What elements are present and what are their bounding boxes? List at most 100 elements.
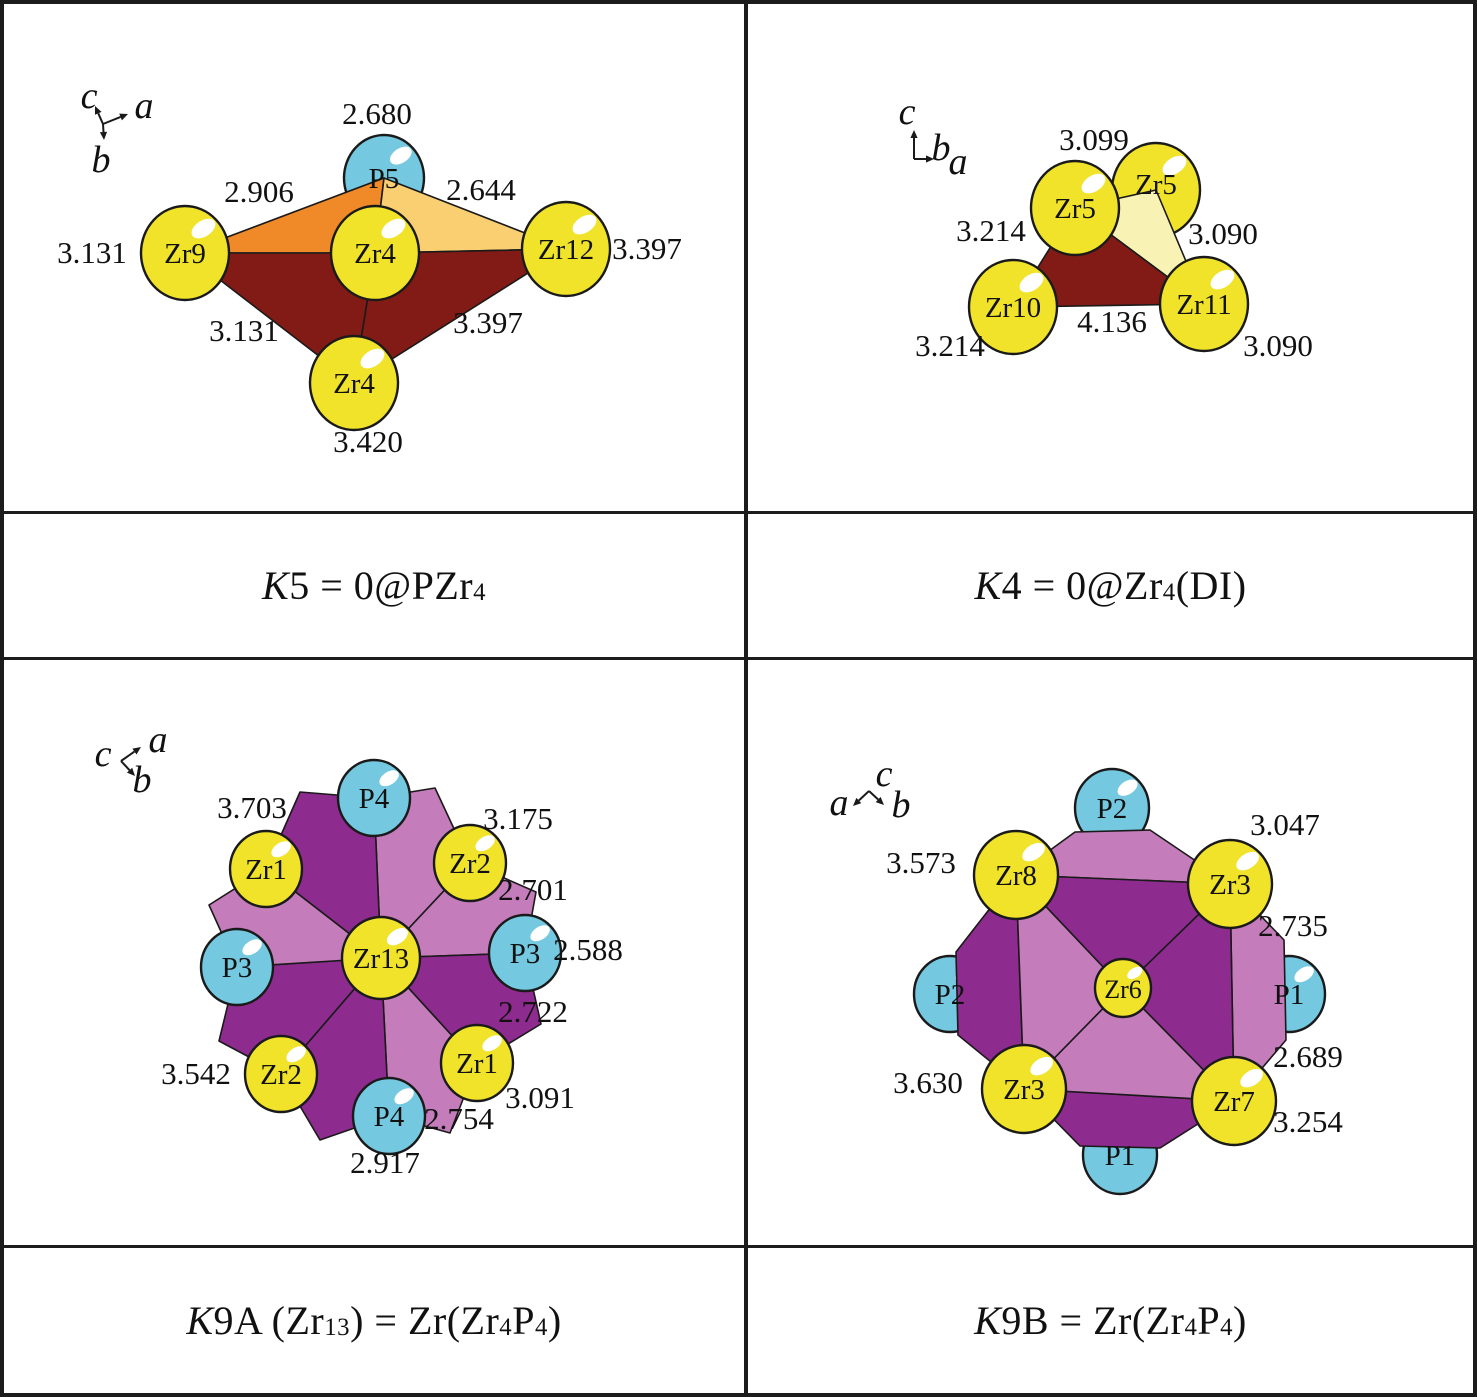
distance-label: 3.090	[1243, 328, 1313, 363]
atom-label-zr8: Zr8	[995, 860, 1037, 892]
caption-segment: 4	[534, 1314, 548, 1342]
axis-arrow	[868, 790, 879, 801]
caption-segment: 4	[499, 1314, 513, 1342]
caption-segment: 4	[1162, 579, 1176, 607]
atom-label-zr1: Zr1	[456, 1048, 498, 1080]
specular-highlight	[1162, 155, 1187, 176]
specular-highlight	[379, 770, 399, 787]
atom-label-zr4: Zr4	[333, 368, 375, 400]
atom-label-zr11: Zr11	[1176, 289, 1231, 321]
axis-label-c: c	[95, 733, 112, 775]
specular-highlight	[386, 928, 408, 946]
axis-label-a: a	[949, 141, 968, 183]
caption-segment: P	[1197, 1298, 1221, 1343]
specular-highlight	[191, 218, 216, 239]
specular-highlight	[242, 939, 262, 956]
axis-label-b: b	[892, 784, 911, 826]
axis-arrow	[102, 123, 105, 133]
specular-highlight	[286, 1046, 306, 1063]
distance-label: 3.254	[1273, 1104, 1343, 1139]
caption-segment: K	[974, 1298, 1002, 1343]
axis-label-c: c	[899, 91, 916, 133]
border-bottom	[0, 1393, 1477, 1397]
distance-label: 2.644	[446, 172, 516, 207]
caption-segment: 4	[1220, 1314, 1233, 1342]
distance-label: 2.735	[1258, 908, 1328, 943]
panel-k9a: P4 Zr2 P3 Zr1 P4 Zr2 P3 Zr1 Zr13 3.703 3.175 2.701 2…	[95, 719, 623, 1180]
caption-segment: ) = Zr(Zr	[350, 1298, 500, 1343]
specular-highlight	[394, 1088, 414, 1105]
axis-arrowhead	[875, 796, 884, 805]
distance-label: 3.703	[217, 790, 287, 825]
distance-label: 3.099	[1059, 122, 1129, 157]
caption-segment: K	[974, 563, 1002, 608]
axis-arrowhead	[910, 130, 918, 138]
atom-label-p1: P1	[1105, 1140, 1136, 1172]
specular-highlight	[1294, 966, 1314, 983]
atom-label-zr6: Zr6	[1104, 975, 1142, 1004]
axis-label-b: b	[133, 759, 152, 801]
axis-arrowhead	[94, 106, 102, 115]
distance-label: 3.397	[612, 231, 682, 266]
distance-label: 2.917	[350, 1145, 420, 1180]
specular-highlight	[1127, 966, 1143, 980]
atom-label-zr1: Zr1	[245, 854, 287, 886]
atom-label-p2: P2	[935, 979, 966, 1011]
caption-segment: 4	[1184, 1314, 1198, 1342]
atom-label-p5: P5	[369, 163, 400, 195]
axis-label-c: c	[81, 75, 98, 117]
panel-k9b: P2 P1 P1 P2 Zr8 Zr3 Zr7 Zr3 Zr6 3.047 3.573 2.735 2.…	[830, 753, 1343, 1196]
axis-label-c: c	[876, 753, 893, 795]
axis-arrowhead	[119, 113, 128, 121]
distance-label: 3.175	[483, 801, 553, 836]
distance-label: 3.214	[956, 213, 1026, 248]
distance-label: 2.754	[424, 1101, 494, 1136]
atom-label-zr12: Zr12	[538, 234, 594, 266]
caption-k9a: K 9A (Zr 13) = Zr(Zr 4 P 4)	[4, 1248, 744, 1393]
caption-segment: 13	[324, 1314, 351, 1342]
specular-highlight	[572, 214, 597, 235]
specular-highlight	[530, 925, 550, 942]
distance-label: 3.047	[1250, 807, 1320, 842]
atom-label-zr13: Zr13	[353, 943, 409, 975]
axis-label-a: a	[135, 85, 154, 127]
distance-label: 3.573	[886, 845, 956, 880]
caption-segment: )	[1233, 1298, 1247, 1343]
axis-label-b: b	[932, 127, 951, 169]
specular-highlight	[1019, 272, 1044, 293]
distance-label: 3.131	[209, 313, 279, 348]
axis-arrow	[120, 760, 131, 771]
atom-label-zr2: Zr2	[449, 848, 491, 880]
border-right	[1473, 0, 1477, 1397]
specular-highlight	[381, 218, 406, 239]
specular-highlight	[271, 841, 291, 858]
atom-label-zr10: Zr10	[985, 292, 1041, 324]
axis-arrow	[97, 112, 104, 125]
distance-label: 3.214	[915, 328, 985, 363]
axis-label-a: a	[149, 719, 168, 761]
distance-label: 2.680	[342, 96, 412, 131]
specular-highlight	[1030, 1056, 1053, 1076]
distance-label: 2.689	[1273, 1039, 1343, 1074]
divider-row1-caption-bottom	[0, 657, 1477, 660]
distance-label: 2.701	[498, 872, 568, 907]
caption-segment: 4 = 0@Zr	[1001, 563, 1163, 608]
axis-label-b: b	[92, 139, 111, 181]
face-purple	[265, 791, 382, 959]
caption-segment: P	[512, 1298, 535, 1343]
atom-label-p2: P2	[1097, 793, 1128, 825]
divider-row2-caption-top	[0, 1245, 1477, 1248]
specular-highlight	[1210, 269, 1235, 290]
distance-label: 2.588	[553, 932, 623, 967]
caption-segment: 9A (Zr	[213, 1298, 325, 1343]
atom-label-p3: P3	[222, 952, 253, 984]
atom-label-p4: P4	[374, 1101, 405, 1133]
atom-label-p3: P3	[510, 938, 541, 970]
specular-highlight	[1022, 842, 1045, 862]
specular-highlight	[389, 146, 412, 165]
specular-highlight	[1240, 1068, 1263, 1088]
axis-arrowhead	[126, 767, 135, 776]
atom-label-zr7: Zr7	[1213, 1086, 1255, 1118]
